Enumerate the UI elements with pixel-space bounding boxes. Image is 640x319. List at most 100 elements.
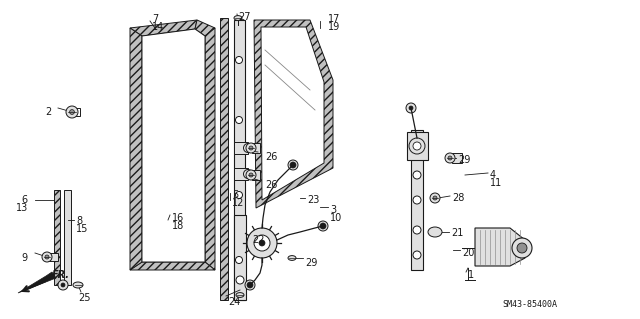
Circle shape [245,280,255,290]
Circle shape [413,226,421,234]
Text: 7: 7 [152,14,158,24]
Circle shape [433,196,437,200]
Polygon shape [130,28,142,270]
Text: 18: 18 [172,221,184,231]
Polygon shape [475,228,525,266]
Polygon shape [130,262,215,270]
Text: 21: 21 [451,228,463,238]
Text: 11: 11 [490,178,502,188]
Circle shape [512,238,532,258]
Text: 20: 20 [462,248,474,258]
Text: 16: 16 [172,213,184,223]
Polygon shape [64,190,71,285]
Circle shape [406,103,416,113]
Text: 26: 26 [265,152,277,162]
Polygon shape [47,253,58,261]
Circle shape [66,106,78,118]
Polygon shape [234,168,248,180]
Text: 19: 19 [328,22,340,32]
Text: 14: 14 [152,22,164,32]
Text: 5: 5 [232,190,238,200]
Polygon shape [234,20,245,300]
Text: 15: 15 [76,224,88,234]
Circle shape [61,283,65,287]
Circle shape [445,153,455,163]
Circle shape [249,146,253,150]
Polygon shape [205,28,215,270]
Polygon shape [261,27,324,200]
Polygon shape [411,130,423,270]
Circle shape [413,251,421,259]
Polygon shape [407,132,428,160]
Polygon shape [234,215,246,300]
Circle shape [448,156,452,160]
Polygon shape [130,20,197,36]
Text: 17: 17 [328,14,340,24]
Circle shape [236,116,243,123]
Circle shape [45,255,49,259]
Text: 4: 4 [490,170,496,180]
Polygon shape [142,29,205,262]
Text: 28: 28 [452,193,465,203]
Text: 26: 26 [265,180,277,190]
Circle shape [290,162,296,168]
Polygon shape [452,153,462,163]
Circle shape [236,191,243,198]
Circle shape [318,221,328,231]
Text: 29: 29 [305,258,317,268]
Circle shape [320,223,326,229]
Text: 6: 6 [22,195,28,205]
Text: 9: 9 [22,253,28,263]
Text: 29: 29 [458,155,470,165]
Circle shape [259,240,265,246]
Polygon shape [234,142,248,154]
Circle shape [413,196,421,204]
Circle shape [247,282,253,288]
Circle shape [249,173,253,177]
Circle shape [236,276,244,284]
Circle shape [409,106,413,110]
Circle shape [247,228,277,258]
Ellipse shape [234,16,242,20]
Circle shape [430,193,440,203]
Ellipse shape [236,293,244,297]
Text: 2: 2 [45,107,52,117]
Circle shape [409,138,425,154]
Polygon shape [254,20,333,208]
Text: 3: 3 [330,205,336,215]
Circle shape [58,280,68,290]
Polygon shape [252,170,260,180]
Circle shape [254,235,270,251]
Circle shape [413,171,421,179]
Circle shape [246,143,256,153]
Circle shape [243,169,253,179]
Text: SM43-85400A: SM43-85400A [502,300,557,309]
Text: 25: 25 [78,293,90,303]
Circle shape [243,144,253,152]
Polygon shape [252,143,260,153]
Polygon shape [18,272,56,293]
Text: 10: 10 [330,213,342,223]
Ellipse shape [73,282,83,288]
Circle shape [288,160,298,170]
Circle shape [246,170,256,180]
Text: 13: 13 [16,203,28,213]
Circle shape [236,256,243,263]
Circle shape [70,110,74,115]
Ellipse shape [428,227,442,237]
Polygon shape [54,190,60,285]
Text: 27: 27 [238,12,250,22]
Text: 24: 24 [228,297,241,307]
Circle shape [236,56,243,63]
Text: FR.: FR. [52,270,70,280]
Polygon shape [195,20,215,36]
Circle shape [42,252,52,262]
Text: 12: 12 [232,198,244,208]
Ellipse shape [288,256,296,260]
Text: 23: 23 [307,195,319,205]
Circle shape [413,142,421,150]
Text: 1: 1 [468,270,474,280]
Text: 22: 22 [252,235,264,245]
Text: 8: 8 [76,216,82,226]
Circle shape [517,243,527,253]
